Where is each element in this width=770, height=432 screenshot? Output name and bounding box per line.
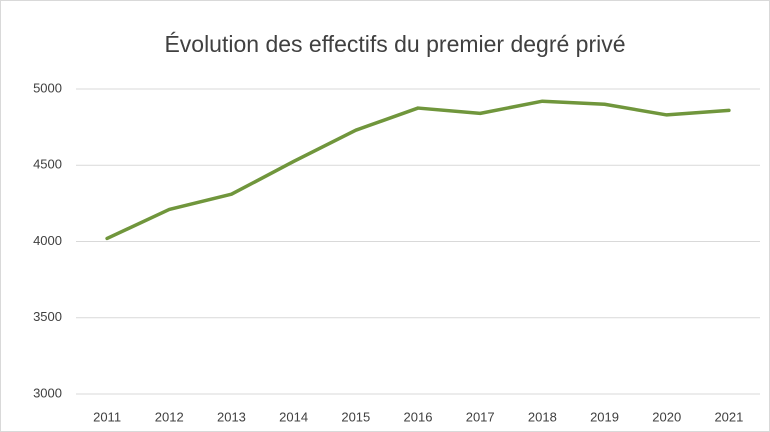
x-tick-label: 2018 (528, 409, 557, 424)
y-tick-label: 3500 (33, 309, 62, 324)
x-tick-label: 2014 (279, 409, 308, 424)
x-tick-label: 2021 (714, 409, 743, 424)
x-tick-label: 2017 (466, 409, 495, 424)
x-tick-label: 2020 (652, 409, 681, 424)
x-tick-label: 2015 (341, 409, 370, 424)
x-tick-label: 2019 (590, 409, 619, 424)
x-tick-label: 2013 (217, 409, 246, 424)
x-tick-label: 2012 (155, 409, 184, 424)
y-tick-label: 5000 (33, 80, 62, 95)
chart-title: Évolution des effectifs du premier degré… (164, 31, 625, 57)
y-tick-label: 4500 (33, 157, 62, 172)
x-tick-label: 2016 (404, 409, 433, 424)
y-tick-label: 4000 (33, 233, 62, 248)
data-line (105, 99, 731, 241)
y-tick-label: 3000 (33, 385, 62, 400)
x-tick-label: 2011 (93, 409, 121, 424)
